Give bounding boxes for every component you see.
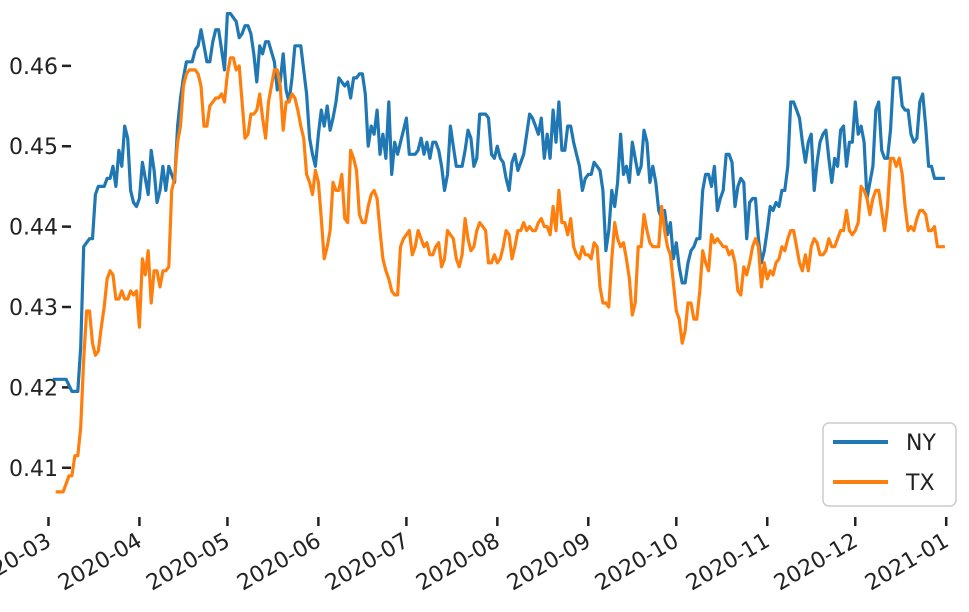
x-tick-label: 2020-04: [54, 529, 146, 597]
y-tick-label: 0.42: [9, 376, 58, 401]
x-tick-label: 2020-05: [142, 529, 234, 597]
legend-label-ny: NY: [906, 431, 936, 456]
series-line-tx: [55, 56, 945, 494]
series-line-ny: [52, 12, 945, 393]
legend-label-tx: TX: [905, 471, 935, 496]
x-tick-label: 2020-08: [412, 529, 504, 597]
y-tick-label: 0.44: [9, 216, 58, 241]
y-tick-label: 0.46: [9, 55, 58, 80]
x-tick-label: 2021-01: [861, 529, 953, 597]
x-tick-label: 2020-11: [682, 529, 774, 597]
series-layer: [52, 12, 945, 494]
x-tick-label: 2020-10: [591, 529, 683, 597]
y-tick-label: 0.41: [9, 457, 58, 482]
x-tick-label: 2020-09: [503, 529, 595, 597]
legend: NY TX: [822, 422, 957, 507]
y-axis: 0.41 0.42 0.43 0.44 0.45 0.46: [9, 55, 71, 482]
legend-frame: [822, 422, 957, 507]
x-tick-label: 2020-12: [770, 529, 862, 597]
y-tick-label: 0.45: [9, 135, 58, 160]
y-tick-label: 0.43: [9, 296, 58, 321]
x-tick-label: 2020-07: [321, 529, 413, 597]
x-tick-label: 2020-06: [233, 529, 325, 597]
x-tick-label: 2020-03: [0, 529, 55, 597]
x-axis: 2020-032020-042020-052020-062020-072020-…: [0, 517, 953, 596]
